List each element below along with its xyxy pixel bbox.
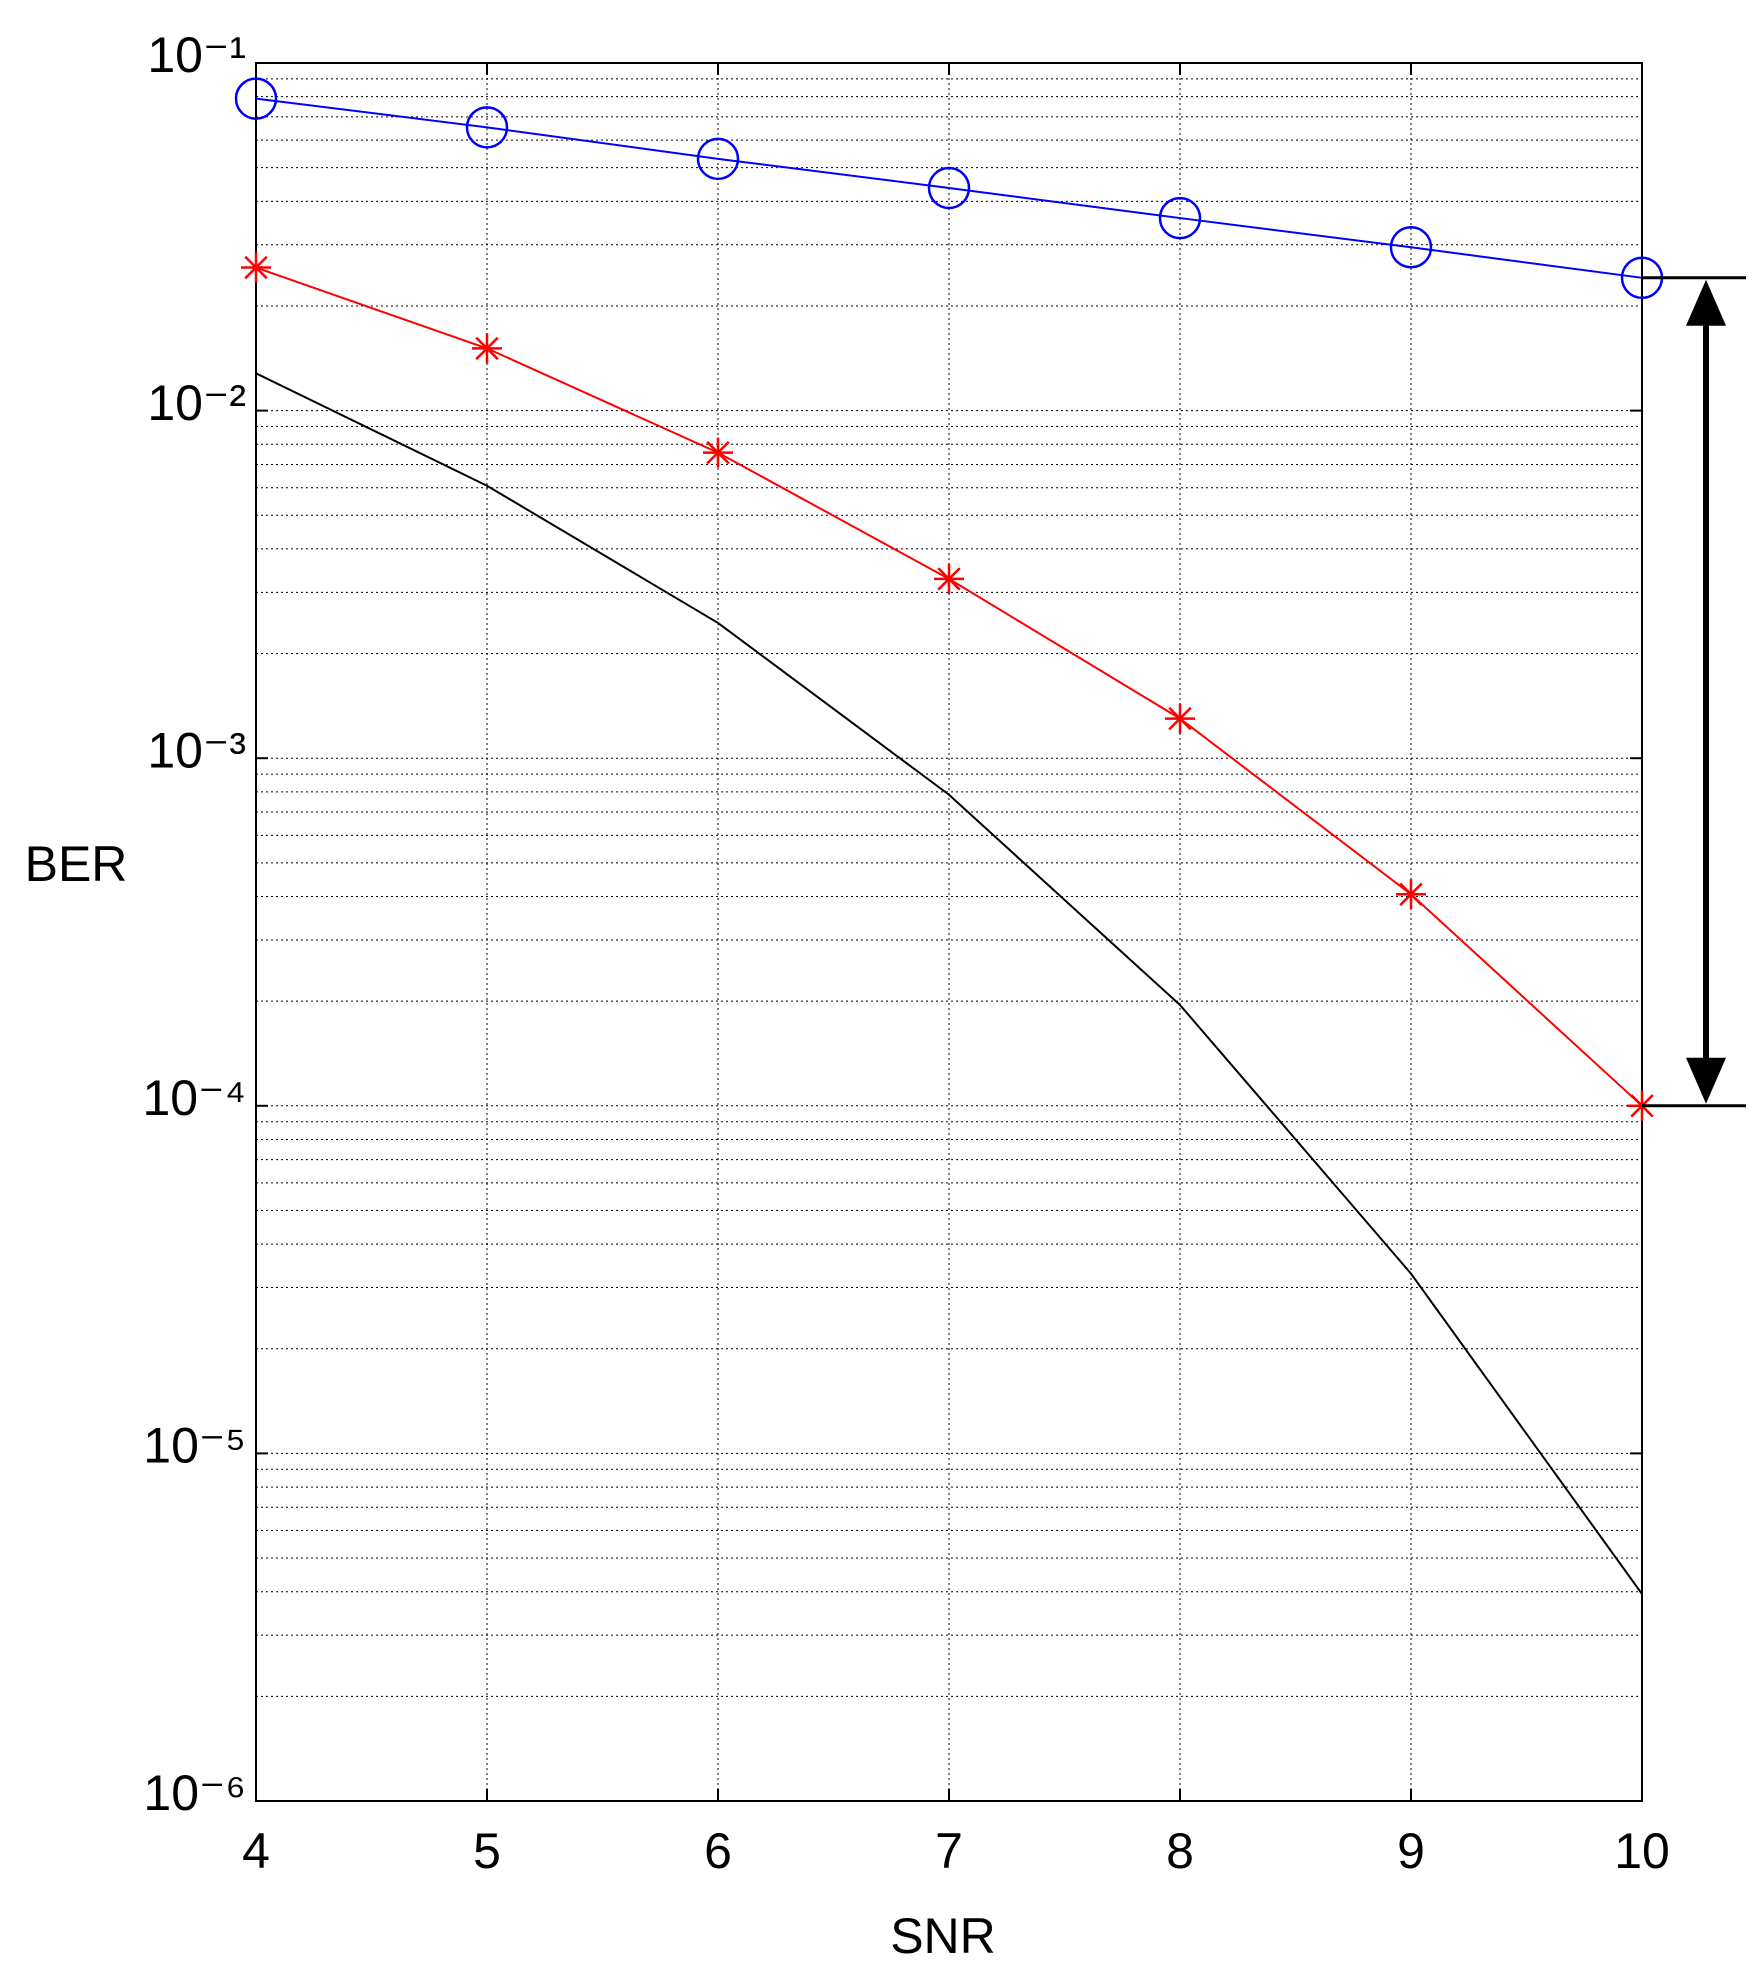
y-tick-label: 10⁻⁵ bbox=[143, 1418, 246, 1474]
annotation-arrow-head bbox=[1686, 279, 1726, 326]
marker-stroke bbox=[937, 567, 961, 591]
series-line bbox=[255, 372, 1643, 1595]
marker bbox=[927, 166, 971, 210]
x-tick-label: 4 bbox=[242, 1823, 270, 1879]
marker bbox=[703, 437, 733, 468]
marker bbox=[1389, 226, 1433, 269]
x-tick-label: 5 bbox=[473, 1823, 501, 1879]
plot-frame bbox=[255, 62, 1643, 1802]
marker bbox=[1396, 879, 1426, 910]
y-tick-label: 10⁻⁴ bbox=[143, 1070, 247, 1126]
x-tick-label: 8 bbox=[1166, 1823, 1194, 1879]
y-tick-label: 10⁻⁶ bbox=[143, 1765, 246, 1821]
y-axis-label: BER bbox=[25, 836, 128, 892]
x-tick-label: 7 bbox=[935, 1823, 963, 1879]
marker bbox=[234, 77, 278, 120]
marker bbox=[1158, 196, 1202, 240]
marker bbox=[696, 137, 740, 181]
y-tick-label: 10⁻¹ bbox=[147, 27, 246, 83]
marker bbox=[465, 106, 509, 149]
marker-stroke bbox=[1168, 706, 1192, 731]
x-tick-label: 10 bbox=[1614, 1823, 1670, 1879]
marker bbox=[472, 333, 502, 364]
x-tick-label: 6 bbox=[704, 1823, 732, 1879]
marker bbox=[934, 563, 964, 594]
y-tick-label: 10⁻³ bbox=[147, 722, 246, 778]
marker bbox=[1165, 703, 1195, 734]
marker bbox=[241, 252, 271, 283]
annotation-arrow-head bbox=[1686, 1057, 1726, 1104]
series-line bbox=[255, 97, 1643, 279]
y-tick-label: 10⁻² bbox=[147, 375, 246, 431]
x-tick-label: 9 bbox=[1397, 1823, 1425, 1879]
marker-stroke bbox=[244, 255, 268, 280]
marker-stroke bbox=[475, 336, 499, 361]
marker-stroke bbox=[1399, 882, 1423, 906]
x-axis-label: SNR bbox=[890, 1908, 996, 1964]
marker-stroke bbox=[706, 440, 730, 465]
